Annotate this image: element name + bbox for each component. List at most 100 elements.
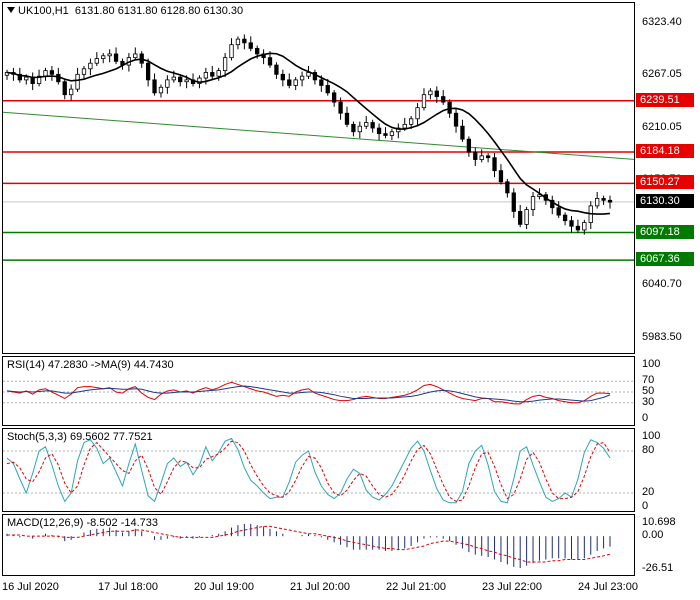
candle-body [498, 170, 504, 183]
time-tick-label: 16 Jul 2020 [2, 581, 59, 593]
ohlc-close: 6130.30 [203, 5, 244, 17]
rsi-series-0 [6, 381, 611, 405]
candle-body [165, 79, 170, 88]
candle-body [344, 112, 350, 125]
stoch-label: Stoch(5,3,3) 69.5602 77.7521 [7, 431, 153, 443]
candle-body [287, 79, 292, 86]
candle-body [158, 86, 164, 94]
candle-body [524, 209, 529, 225]
candle-body [556, 207, 561, 216]
candle-body [441, 96, 446, 103]
macd-signal-line [7, 525, 611, 563]
stoch-tick-label: 80 [642, 444, 655, 456]
candle-body [293, 79, 298, 86]
time-tick-label: 17 Jul 18:00 [98, 581, 158, 593]
candle-body [88, 62, 93, 70]
candle-body [408, 118, 414, 125]
candle-body [595, 198, 600, 207]
candle-body [248, 42, 253, 49]
candle-body [171, 76, 176, 81]
macd-tick-label: -26.51 [642, 561, 674, 574]
rsi-plot [3, 380, 634, 405]
candle-body [518, 211, 523, 225]
candle-body [203, 72, 209, 79]
macd-tick-label: 0.00 [642, 529, 664, 542]
ohlc-high: 6131.80 [117, 5, 158, 17]
candle-body [299, 75, 305, 81]
candle-body [184, 79, 189, 83]
candle-body [113, 53, 119, 62]
candle-body [537, 194, 542, 198]
candle-body [178, 76, 183, 83]
level-tag-0: 6239.51 [636, 92, 694, 107]
candle-body [332, 92, 337, 103]
level-tag-3: 6097.18 [636, 224, 694, 239]
moving-average-line [6, 52, 611, 215]
macd-tick-label: 10.698 [642, 516, 676, 529]
candle-body [36, 75, 42, 84]
time-tick-label: 24 Jul 23:00 [578, 581, 638, 593]
time-tick-label: 20 Jul 19:00 [194, 581, 254, 593]
level-tag-4: 6067.36 [636, 252, 694, 267]
candle-body [415, 107, 420, 120]
candle-body [152, 79, 157, 94]
candle-body [222, 57, 228, 72]
candle-body [94, 58, 99, 64]
candle-body [402, 123, 407, 129]
dropdown-triangle-icon[interactable] [7, 7, 15, 13]
candle-body [229, 44, 234, 59]
candle-body [389, 131, 395, 136]
rsi-axis: 100 70 50 30 0 [636, 356, 700, 426]
candle-body [216, 70, 221, 77]
trendline [3, 111, 634, 160]
candle-body [280, 73, 285, 81]
candle-body [101, 55, 106, 59]
rsi-tick-label: 0 [642, 412, 649, 424]
candle-body [575, 225, 581, 231]
stoch-tick-label: 20 [642, 486, 655, 498]
candle-body [370, 122, 375, 129]
candle-body [43, 70, 48, 77]
candle-body [210, 72, 215, 77]
candle-body [325, 85, 330, 94]
rsi-panel[interactable]: RSI(14) 47.2830 ->MA(9) 44.7430 [2, 356, 635, 426]
macd-plot [6, 523, 611, 569]
candle-body [364, 122, 369, 127]
candle-body [107, 53, 112, 57]
candle-body [428, 90, 433, 96]
symbol-header: UK100,H1 6131.80 6131.80 6128.80 6130.30 [7, 5, 243, 17]
candle-body [235, 38, 241, 46]
candle-body [607, 199, 613, 203]
stochastic-panel[interactable]: Stoch(5,3,3) 69.5602 77.7521 [2, 428, 635, 512]
candle-body [569, 220, 574, 227]
price-tick-label: 6323.40 [642, 16, 682, 28]
macd-panel[interactable]: MACD(12,26,9) -8.502 -14.733 [2, 514, 635, 576]
rsi-series-1 [6, 385, 611, 403]
candle-body [81, 68, 87, 75]
candle-body [24, 76, 29, 81]
rsi-tick-label: 50 [642, 385, 655, 397]
candle-body [49, 70, 55, 75]
candle-body [466, 138, 472, 153]
candle-body [396, 127, 401, 133]
candle-body [197, 77, 202, 84]
candle-body [242, 38, 247, 44]
candle-body [62, 81, 67, 96]
candle-body [357, 125, 362, 133]
candle-body [582, 222, 587, 231]
candle-body [274, 64, 279, 75]
candle-body [473, 151, 478, 160]
rsi-tick-label: 30 [642, 395, 655, 408]
level-tag-2: 6150.27 [636, 175, 694, 190]
price-tick-label: 6040.70 [642, 277, 682, 290]
price-chart-panel[interactable]: UK100,H1 6131.80 6131.80 6128.80 6130.30 [2, 2, 635, 354]
candle-body [267, 57, 273, 66]
candle-body [338, 101, 343, 114]
candle-body [351, 123, 356, 133]
candle-body [530, 196, 536, 210]
macd-label: MACD(12,26,9) -8.502 -14.733 [7, 517, 159, 529]
symbol-title: UK100,H1 [18, 5, 69, 17]
stoch-series-0 [6, 437, 611, 504]
candle-body [562, 214, 568, 222]
time-tick-label: 22 Jul 21:00 [386, 581, 446, 593]
